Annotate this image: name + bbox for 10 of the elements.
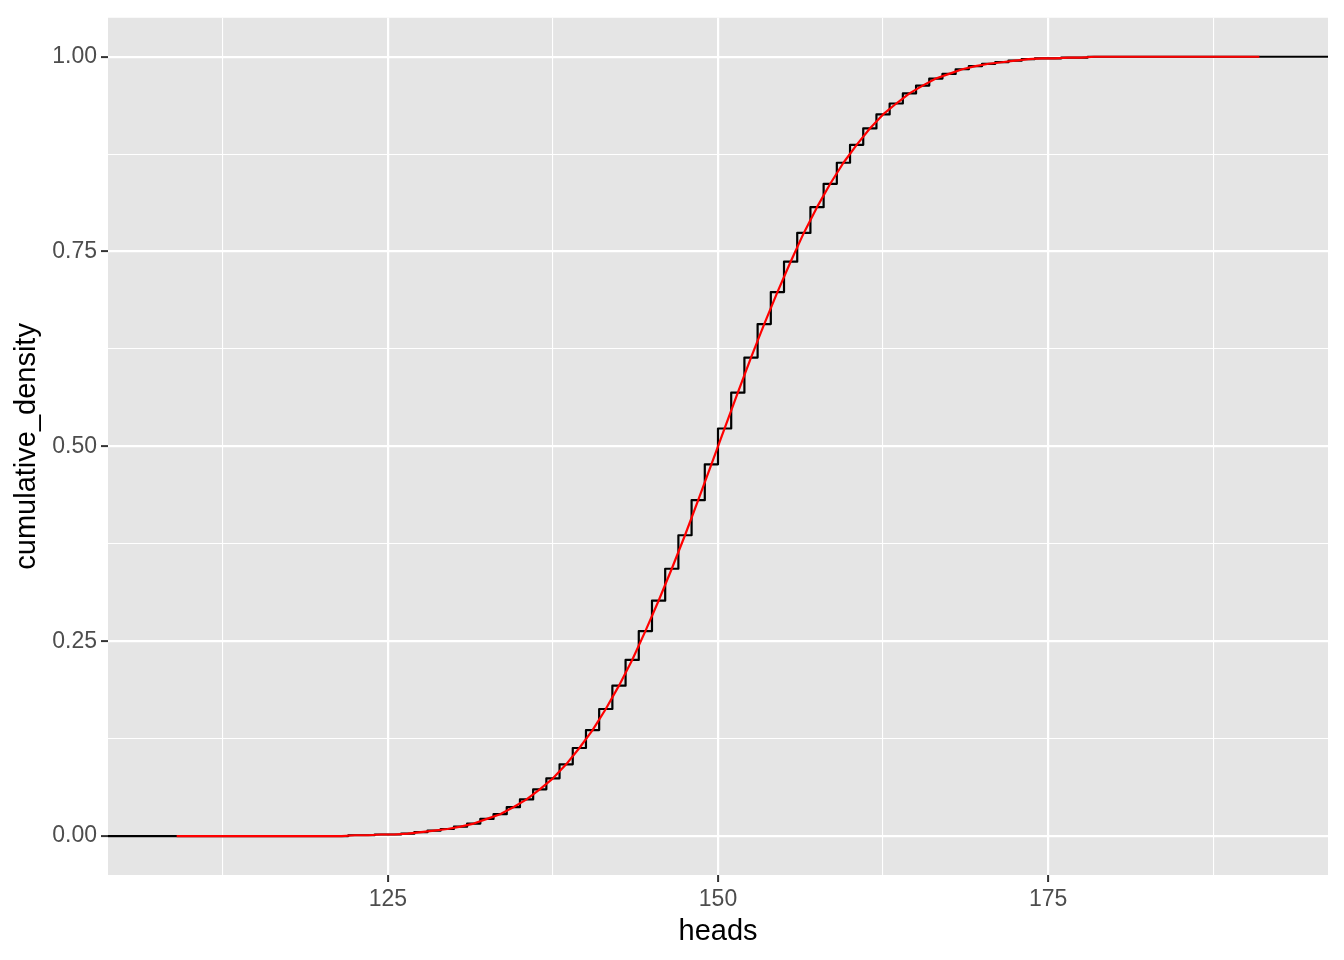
x-tick-label: 175 xyxy=(1028,885,1068,912)
y-axis-title: cumulative_density xyxy=(9,322,42,570)
x-axis-title: heads xyxy=(678,913,758,946)
y-tick-label: 0.75 xyxy=(52,236,97,263)
x-tick-label: 125 xyxy=(368,885,408,912)
y-tick-label: 0.25 xyxy=(52,626,97,653)
y-tick-label: 1.00 xyxy=(52,42,97,69)
y-tick-label: 0.00 xyxy=(52,821,97,848)
x-tick-label: 150 xyxy=(698,885,738,912)
y-tick-label: 0.50 xyxy=(52,431,97,458)
